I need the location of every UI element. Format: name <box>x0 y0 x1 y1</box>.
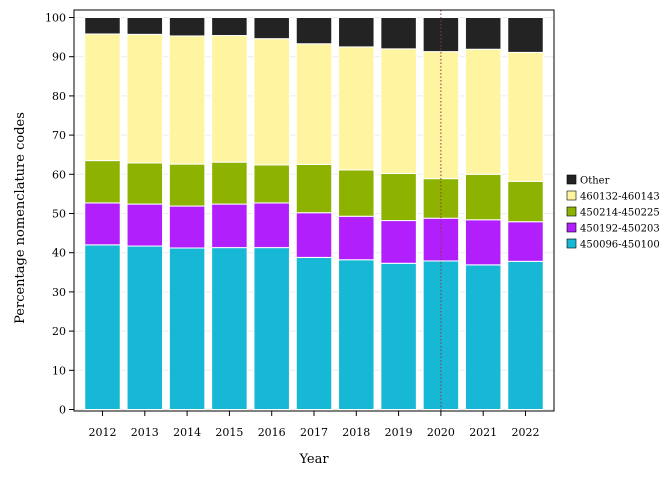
x-axis-title: Year <box>298 452 329 467</box>
bar-segment-2012-s1 <box>84 202 121 246</box>
legend-swatch-s3 <box>566 190 577 201</box>
bar-segment-2014-s3 <box>168 35 206 165</box>
bar-segment-2022-s2 <box>507 180 544 223</box>
bar-segment-2022-s3 <box>507 51 544 182</box>
bar-segment-2017-s0 <box>295 256 333 410</box>
bar-segment-2016-s1 <box>253 202 290 249</box>
x-tick-label: 2018 <box>342 426 370 439</box>
bar-segment-2012-s0 <box>84 244 121 410</box>
y-tick-label: 20 <box>52 325 66 338</box>
bar-segment-2021-s1 <box>464 219 502 266</box>
bar-segment-2012-s2 <box>84 160 121 204</box>
y-tick-label: 40 <box>52 247 66 260</box>
x-tick-label: 2017 <box>300 426 328 439</box>
bar-segment-2019-s0 <box>380 262 417 410</box>
bar-segment-2018-s3 <box>338 46 375 171</box>
bar-segment-2015-s2 <box>211 161 248 205</box>
y-axis-title: Percentage nomenclature codes <box>13 112 28 324</box>
bar-segment-2018-s0 <box>338 259 375 411</box>
bar-segment-2013-s1 <box>126 203 164 247</box>
bar-segment-2017-s2 <box>295 164 333 214</box>
x-tick-label: 2019 <box>385 426 413 439</box>
legend-label: 450096-450100 <box>580 240 660 251</box>
bar-segment-2014-s4 <box>168 17 206 37</box>
x-tick-label: 2021 <box>469 426 497 439</box>
x-tick-label: 2014 <box>173 426 201 439</box>
x-tick-label: 2015 <box>215 426 243 439</box>
bar-segment-2016-s3 <box>253 38 290 166</box>
bar-segment-2016-s0 <box>253 247 290 410</box>
bar-segment-2019-s2 <box>380 173 417 222</box>
x-axis: 2012 2013 2014 2015 2016 2017 2018 2019 2020 2021… <box>89 411 540 439</box>
bar-segment-2021-s2 <box>464 173 502 221</box>
bar-segment-2015-s1 <box>211 203 248 249</box>
y-axis: 0 10 20 30 40 50 60 70 80 90 100 <box>45 12 74 417</box>
legend-swatch-s0 <box>566 238 577 249</box>
bar-segment-2013-s0 <box>126 245 164 410</box>
bar-segment-2019-s3 <box>380 48 417 175</box>
bar-segment-2019-s1 <box>380 220 417 264</box>
bar-segment-2020-s2 <box>422 178 460 219</box>
legend-label: 450214-450225 <box>580 208 660 219</box>
y-tick-label: 80 <box>52 90 66 103</box>
y-tick-label: 50 <box>52 208 66 221</box>
bar-segment-2018-s2 <box>338 169 375 217</box>
legend-swatch-s2 <box>566 206 577 217</box>
y-tick-label: 60 <box>52 168 66 181</box>
bar-segment-2022-s1 <box>507 221 544 262</box>
bar-segment-2012-s4 <box>84 17 121 35</box>
x-tick-label: 2012 <box>89 426 117 439</box>
y-tick-label: 30 <box>52 286 66 299</box>
bar-segment-2022-s4 <box>507 17 544 53</box>
bar-segment-2015-s3 <box>211 35 248 163</box>
bar-segment-2021-s0 <box>464 264 502 410</box>
legend: Other 460132-460143 450214-450225 450192-45… <box>566 174 660 251</box>
x-tick-label: 2022 <box>512 426 540 439</box>
bar-segment-2021-s3 <box>464 48 502 175</box>
bar-segment-2015-s4 <box>211 17 248 37</box>
bar-segment-2021-s4 <box>464 17 502 50</box>
legend-label: 460132-460143 <box>580 192 660 203</box>
bar-segment-2020-s1 <box>422 217 460 262</box>
bars <box>84 17 544 411</box>
bar-segment-2013-s2 <box>126 162 164 205</box>
bar-segment-2019-s4 <box>380 17 417 50</box>
legend-label: Other <box>580 176 610 187</box>
x-tick-label: 2013 <box>131 426 159 439</box>
bar-segment-2022-s0 <box>507 260 544 410</box>
bar-segment-2012-s3 <box>84 33 121 162</box>
y-tick-label: 100 <box>45 12 66 25</box>
bar-segment-2016-s2 <box>253 164 290 204</box>
bar-segment-2017-s4 <box>295 17 333 45</box>
bar-segment-2017-s3 <box>295 43 333 165</box>
y-tick-label: 90 <box>52 51 66 64</box>
legend-label: 450192-450203 <box>580 224 660 235</box>
bar-segment-2018-s4 <box>338 17 375 48</box>
legend-swatch-s4 <box>566 174 577 185</box>
bar-segment-2016-s4 <box>253 17 290 40</box>
bar-segment-2017-s1 <box>295 212 333 258</box>
bar-segment-2014-s1 <box>168 205 206 249</box>
bar-segment-2014-s2 <box>168 163 206 207</box>
bar-segment-2013-s4 <box>126 17 164 35</box>
y-tick-label: 0 <box>59 404 66 417</box>
y-tick-label: 70 <box>52 129 66 142</box>
x-tick-label: 2020 <box>427 426 455 439</box>
bar-segment-2014-s0 <box>168 247 206 410</box>
bar-segment-2013-s3 <box>126 33 164 164</box>
bar-segment-2015-s0 <box>211 247 248 410</box>
bar-segment-2018-s1 <box>338 215 375 261</box>
y-tick-label: 10 <box>52 364 66 377</box>
legend-swatch-s1 <box>566 222 577 233</box>
x-tick-label: 2016 <box>258 426 286 439</box>
